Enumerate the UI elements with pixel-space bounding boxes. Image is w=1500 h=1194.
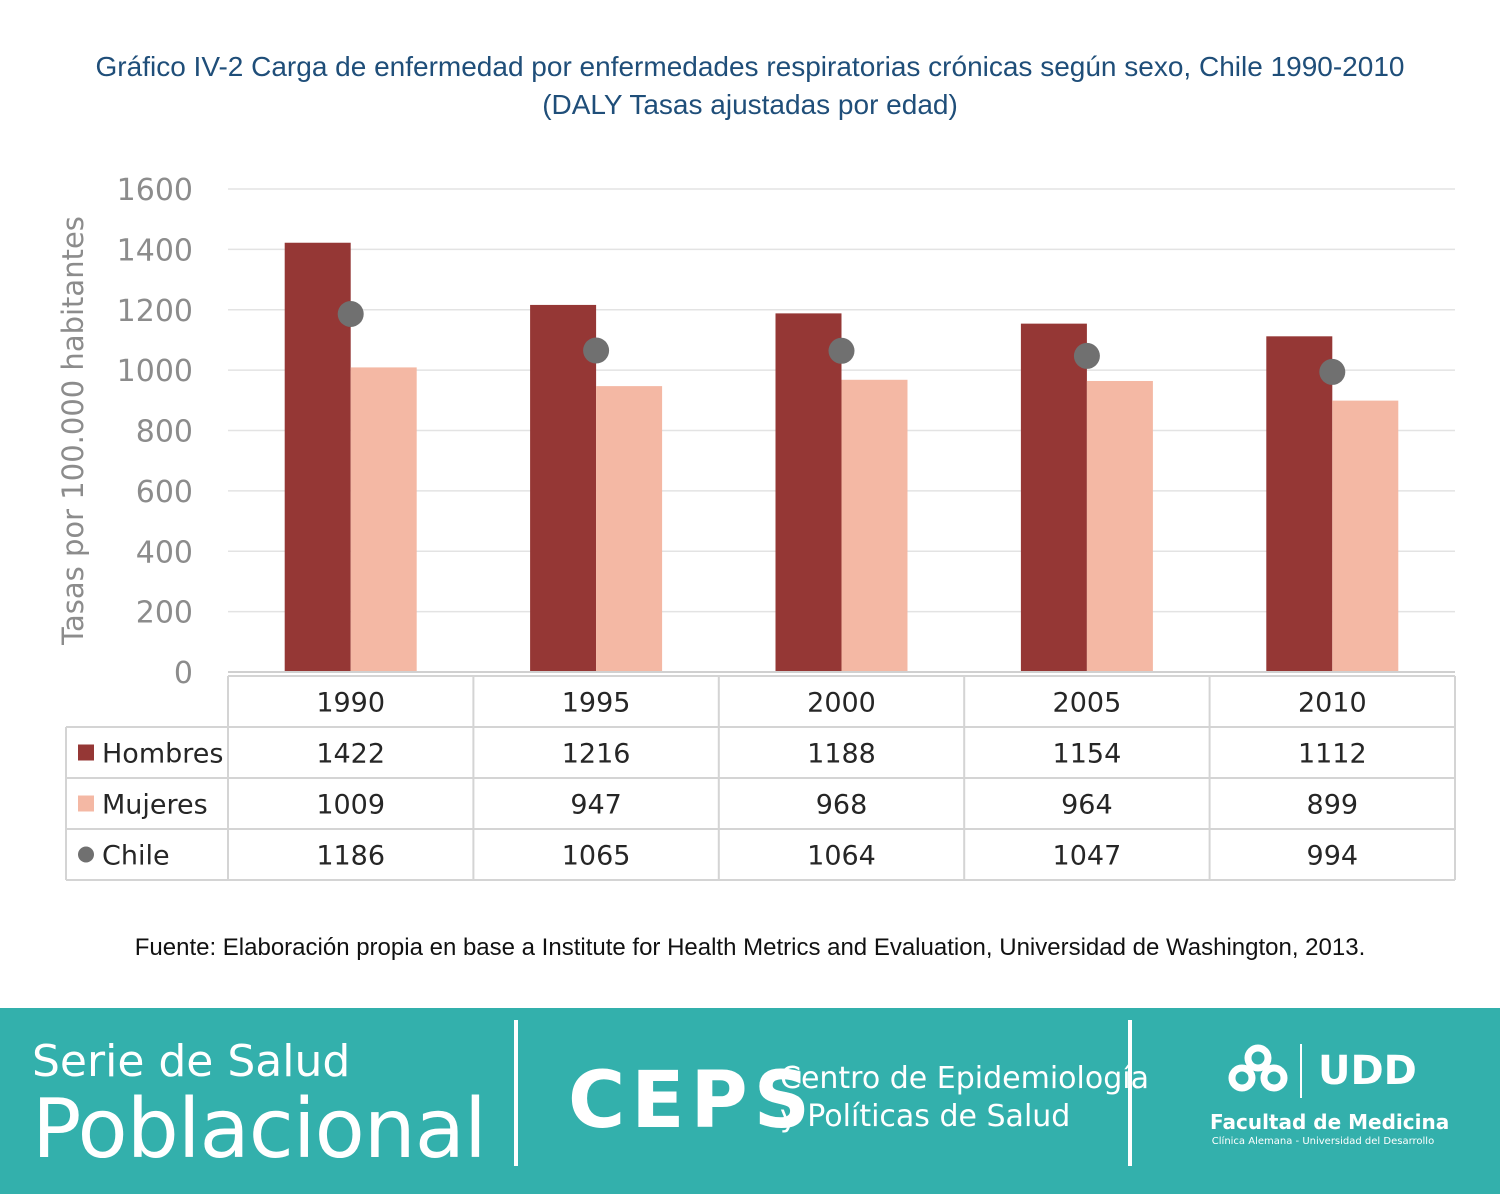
data-label: 899: [1307, 790, 1359, 821]
y-tick-label: 600: [136, 475, 193, 510]
legend-key-mujeres: [78, 795, 94, 812]
footer-divider: [1128, 1020, 1132, 1166]
faculty-name: Facultad de Medicina: [1210, 1110, 1450, 1134]
bar-mujeres: [596, 386, 663, 672]
udd-logo-text: UDD: [1318, 1048, 1417, 1094]
y-tick-label: 800: [136, 415, 193, 450]
data-label: 1422: [316, 739, 385, 770]
chart-title: Gráfico IV-2 Carga de enfermedad por enf…: [95, 51, 1405, 82]
chart-subtitle: (DALY Tasas ajustadas por edad): [542, 89, 958, 120]
legend-key-chile: [78, 846, 94, 863]
clinica-alemana-logo-icon: [1228, 1044, 1288, 1092]
data-label: 1112: [1298, 739, 1367, 770]
y-tick-label: 200: [136, 596, 193, 631]
y-tick-label: 400: [136, 535, 193, 570]
bar-mujeres: [841, 379, 908, 672]
bar-hombres: [1266, 336, 1333, 672]
legend-label: Hombres: [102, 739, 223, 770]
data-label: 1186: [316, 841, 385, 872]
x-tick-label: 1990: [316, 688, 385, 719]
series-title-line1: Serie de Salud: [32, 1036, 351, 1087]
y-tick-label: 1600: [117, 173, 193, 208]
data-label: 1154: [1053, 739, 1122, 770]
data-label: 1064: [807, 841, 876, 872]
data-label: 964: [1061, 790, 1113, 821]
x-tick-label: 1995: [562, 688, 631, 719]
logo-separator: [1300, 1044, 1302, 1098]
bar-mujeres: [1086, 380, 1153, 672]
ceps-name-line2: y Políticas de Salud: [780, 1099, 1071, 1134]
bar-mujeres: [1332, 400, 1399, 672]
data-label: 947: [570, 790, 622, 821]
institution-name: Clínica Alemana - Universidad del Desarr…: [1211, 1136, 1435, 1147]
data-label: 1065: [562, 841, 631, 872]
y-tick-label: 1000: [117, 354, 193, 389]
footer-banner: Serie de Salud Poblacional CEPS Centro d…: [0, 1008, 1500, 1194]
data-label: 994: [1307, 841, 1359, 872]
ceps-full-name: Centro de Epidemiología y Políticas de S…: [780, 1060, 1149, 1136]
bar-mujeres: [350, 367, 417, 672]
chart: 0 200 400 600 800 1000 1200 1400 1600 Tasas por 1…: [56, 173, 1456, 881]
y-tick-label: 1200: [117, 294, 193, 329]
x-tick-label: 2000: [807, 688, 876, 719]
marker-chile: [1073, 342, 1100, 369]
y-tick-label: 1400: [117, 233, 193, 268]
data-label: 1047: [1053, 841, 1122, 872]
data-label: 1188: [807, 739, 876, 770]
marker-chile: [337, 300, 364, 327]
marker-chile: [583, 337, 610, 364]
y-tick-label: 0: [174, 656, 193, 691]
bar-hombres: [1020, 323, 1087, 672]
ceps-logo-text: CEPS: [568, 1056, 816, 1146]
bar-hombres: [775, 313, 842, 672]
legend-label: Chile: [102, 841, 170, 872]
bar-hombres: [530, 304, 597, 672]
data-label: 1009: [316, 790, 385, 821]
x-tick-label: 2010: [1298, 688, 1367, 719]
legend-key-hombres: [78, 744, 94, 761]
ceps-name-line1: Centro de Epidemiología: [780, 1061, 1149, 1096]
x-tick-label: 2005: [1053, 688, 1122, 719]
chart-title-block: Gráfico IV-2 Carga de enfermedad por enf…: [0, 48, 1500, 124]
data-label: 968: [816, 790, 868, 821]
footer-divider: [514, 1020, 518, 1166]
legend-label: Mujeres: [102, 790, 208, 821]
source-note: Fuente: Elaboración propia en base a Ins…: [134, 934, 1366, 961]
marker-chile: [828, 337, 855, 364]
y-axis-label: Tasas por 100.000 habitantes: [56, 216, 90, 646]
series-title-line2: Poblacional: [32, 1082, 487, 1177]
data-label: 1216: [562, 739, 631, 770]
marker-chile: [1319, 358, 1346, 385]
